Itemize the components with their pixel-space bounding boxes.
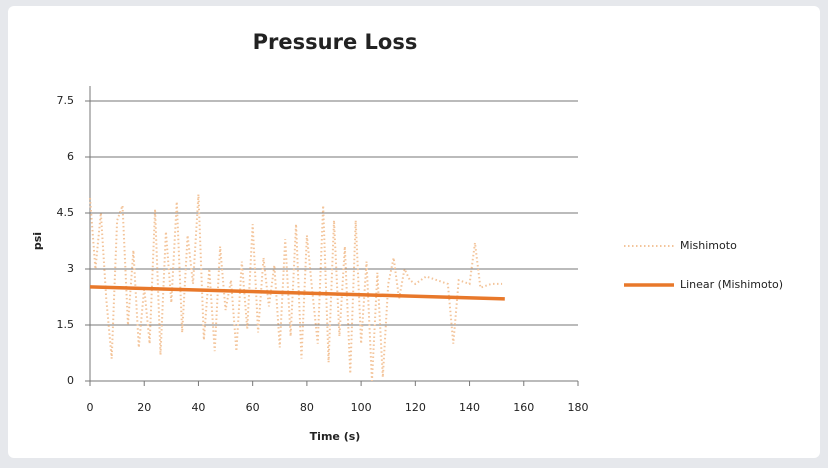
x-tick-label: 120 (405, 401, 426, 414)
y-tick-label: 6 (67, 150, 74, 163)
x-tick-label: 160 (513, 401, 534, 414)
x-tick-label: 180 (568, 401, 589, 414)
y-tick-label: 4.5 (57, 206, 75, 219)
y-tick-label: 7.5 (57, 94, 75, 107)
x-tick-label: 0 (87, 401, 94, 414)
chart-panel (8, 6, 820, 458)
y-axis-label: psi (31, 232, 44, 250)
series-line (89, 285, 505, 301)
y-tick-label: 0 (67, 374, 74, 387)
x-tick-label: 20 (137, 401, 151, 414)
x-tick-label: 60 (246, 401, 260, 414)
x-tick-label: 100 (351, 401, 372, 414)
legend-label: Mishimoto (680, 239, 737, 252)
chart-title: Pressure Loss (253, 30, 418, 54)
x-tick-label: 40 (191, 401, 205, 414)
x-axis-label: Time (s) (310, 430, 361, 443)
x-tick-label: 80 (300, 401, 314, 414)
y-tick-label: 3 (67, 262, 74, 275)
series-line (89, 194, 503, 382)
legend-label: Linear (Mishimoto) (680, 278, 783, 291)
y-tick-label: 1.5 (57, 318, 75, 331)
x-tick-label: 140 (459, 401, 480, 414)
